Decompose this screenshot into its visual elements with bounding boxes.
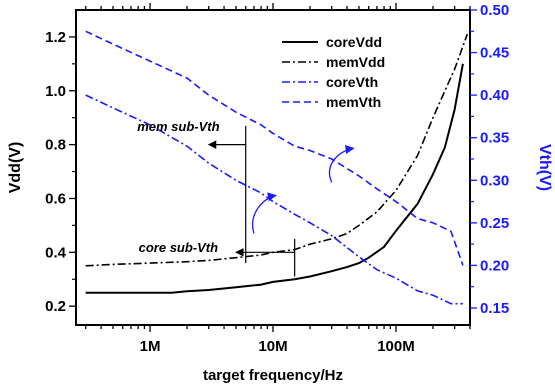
legend-label-coreVdd: coreVdd <box>326 34 382 50</box>
y-right-tick-label: 0.45 <box>480 45 509 62</box>
y-axis-label-right: Vth(V) <box>536 144 553 191</box>
y-left-tick-label: 0.4 <box>45 244 67 261</box>
annotation-layer: mem sub-Vth core sub-Vth <box>137 119 355 277</box>
series-line-memVdd <box>85 33 469 267</box>
y-left-tick-label: 0.8 <box>45 137 66 154</box>
legend-label-memVdd: memVdd <box>326 54 385 70</box>
series-line-coreVdd <box>85 63 464 294</box>
y-axis-label-left: Vdd(V) <box>7 142 24 194</box>
y-right-tick-label: 0.15 <box>480 300 509 317</box>
x-tick-label: 100M <box>377 338 415 355</box>
y-right-tick-label: 0.20 <box>480 257 509 274</box>
y-left-tick-label: 1.2 <box>45 29 66 46</box>
core-vth-curve-arrow <box>252 192 277 234</box>
series-line-coreVth <box>85 94 463 305</box>
series-layer <box>85 30 469 305</box>
core-sub-vth-label: core sub-Vth <box>139 240 219 255</box>
y-right-tick-label: 0.35 <box>480 130 509 147</box>
ticks-layer: 1M 10M 100M 0.2 0.4 0.6 0.8 1.0 1.2 0.15 0.20 0.25 0… <box>45 2 509 355</box>
legend-label-memVth: memVth <box>326 94 381 110</box>
mem-sub-vth-label: mem sub-Vth <box>137 119 219 134</box>
legend: coreVdd memVdd coreVth memVth <box>282 34 385 110</box>
y-right-tick-label: 0.25 <box>480 215 509 232</box>
y-left-tick-label: 0.6 <box>45 190 66 207</box>
x-axis-label: target frequency/Hz <box>203 367 343 384</box>
y-right-tick-label: 0.50 <box>480 2 509 19</box>
y-right-tick-label: 0.30 <box>480 172 509 189</box>
y-right-tick-label: 0.40 <box>480 87 509 104</box>
x-tick-label: 10M <box>258 338 287 355</box>
y-left-tick-label: 0.2 <box>45 298 66 315</box>
series-line-memVth <box>85 30 464 266</box>
mem-vth-curve-arrow <box>329 144 355 183</box>
y-left-tick-label: 1.0 <box>45 83 66 100</box>
legend-label-coreVth: coreVth <box>326 74 378 90</box>
x-tick-label: 1M <box>140 338 161 355</box>
